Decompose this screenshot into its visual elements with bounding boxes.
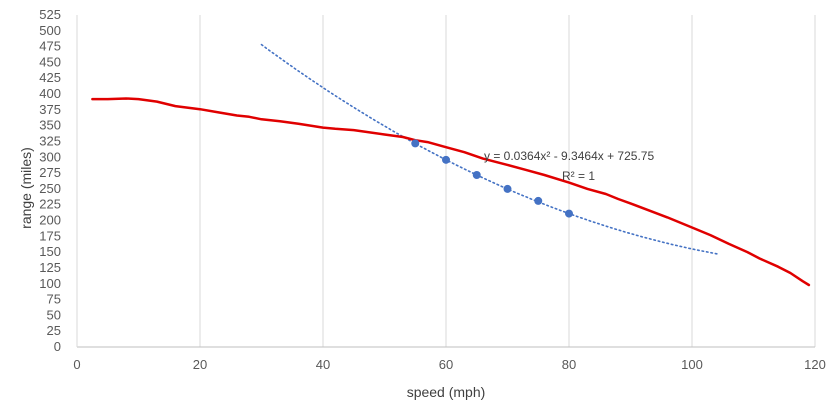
y-tick-label: 450: [39, 54, 61, 69]
x-axis-title: speed (mph): [407, 384, 486, 400]
data-point: [565, 209, 573, 218]
y-tick-label: 425: [39, 70, 61, 85]
series-group: [91, 43, 811, 287]
data-point: [534, 196, 543, 205]
y-tick-label: 475: [39, 39, 61, 54]
trendline-poly: [260, 43, 721, 256]
y-axis: 0255075100125150175200225250275300325350…: [39, 7, 78, 354]
y-tick-label: 175: [39, 228, 61, 243]
y-tick-label: 100: [39, 276, 61, 291]
y-tick-label: 500: [39, 23, 61, 38]
data-point: [411, 139, 420, 148]
data-point: [442, 155, 450, 164]
x-axis: 0 20 40 60 80 100 120: [73, 346, 826, 372]
y-tick-label: 225: [39, 197, 61, 212]
y-tick-label: 300: [39, 149, 61, 164]
x-tick-label: 120: [804, 357, 826, 372]
trendline-equation: y = 0.0364x² - 9.3464x + 725.75: [484, 149, 654, 163]
x-tick-label: 20: [193, 357, 207, 372]
y-tick-label: 125: [39, 260, 61, 275]
x-tick-label: 80: [562, 357, 576, 372]
vertical-gridlines: [199, 15, 816, 347]
x-tick-label: 60: [439, 357, 453, 372]
range-curve-line: [91, 97, 811, 287]
x-tick-label: 40: [316, 357, 330, 372]
trendline-r-squared: R² = 1: [562, 169, 595, 183]
y-tick-label: 150: [39, 244, 61, 259]
data-point: [503, 184, 512, 193]
y-tick-label: 275: [39, 165, 61, 180]
x-tick-label: 100: [681, 357, 703, 372]
y-tick-label: 25: [47, 323, 61, 338]
y-tick-label: 50: [47, 307, 61, 322]
y-tick-label: 400: [39, 86, 61, 101]
y-tick-label: 375: [39, 102, 61, 117]
y-tick-label: 350: [39, 118, 61, 133]
y-tick-label: 525: [39, 7, 61, 22]
y-axis-title: range (miles): [18, 147, 34, 229]
data-point: [472, 170, 481, 179]
y-tick-label: 250: [39, 181, 61, 196]
y-tick-label: 75: [47, 292, 61, 307]
y-tick-label: 0: [54, 339, 61, 354]
x-tick-label: 0: [73, 357, 80, 372]
y-tick-label: 200: [39, 213, 61, 228]
y-tick-label: 325: [39, 133, 61, 148]
